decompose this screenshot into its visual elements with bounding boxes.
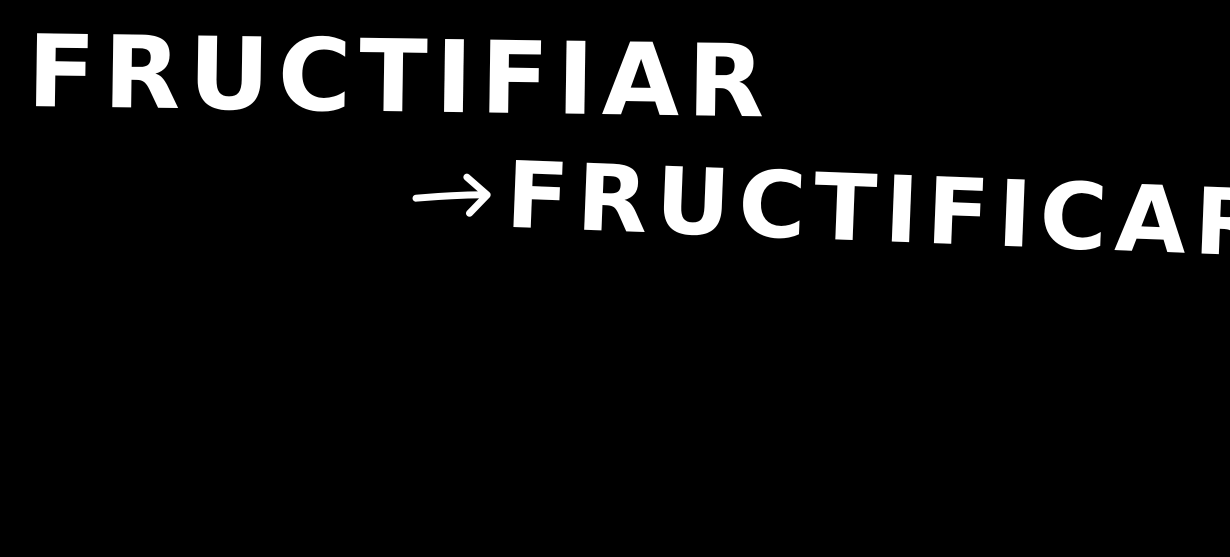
original-word: FRUCTIFIAR [26, 13, 774, 141]
correction-line: FRUCTIFICAR [408, 141, 1230, 279]
right-arrow-icon [412, 173, 491, 217]
corrected-word: FRUCTIFICAR [504, 141, 1230, 279]
